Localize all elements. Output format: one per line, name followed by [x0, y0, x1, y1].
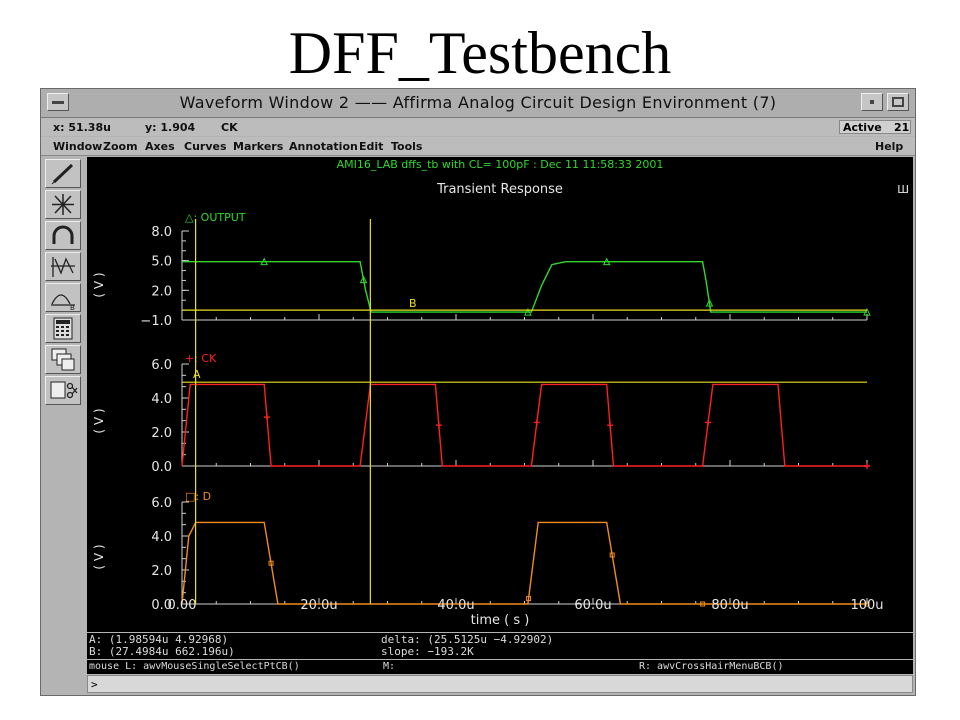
data-point-output	[602, 257, 611, 266]
series-line-output	[182, 260, 867, 313]
mouse-right-binding: R: awvCrossHairMenuBCB()	[639, 661, 784, 672]
y-tick-label-output: 8.0	[151, 225, 172, 240]
menu-tools[interactable]: Tools	[391, 140, 423, 153]
data-point-output	[524, 307, 532, 316]
data-point-ck	[263, 414, 270, 421]
y-axis-label-output: ( V )	[92, 272, 106, 297]
mouse-middle-binding: M:	[383, 661, 396, 672]
cursor-x-readout: x: 51.38u	[53, 121, 111, 134]
window-title: Waveform Window 2 —— Affirma Analog Circ…	[179, 93, 777, 112]
marker-b-label[interactable]: B	[409, 297, 417, 310]
y-tick-label-d: 0.0	[151, 598, 172, 613]
legend-d[interactable]: □: D	[185, 490, 211, 503]
data-point-ck	[435, 422, 442, 429]
y-tick-label-ck: 4.0	[151, 392, 172, 407]
svg-text:B: B	[70, 304, 75, 311]
menu-curves[interactable]: Curves	[184, 140, 227, 153]
strip-chart-icon[interactable]	[45, 252, 81, 281]
y-tick-label-ck: 0.0	[151, 460, 172, 475]
pencil-icon[interactable]	[45, 159, 81, 188]
menu-zoom[interactable]: Zoom	[103, 140, 138, 153]
y-tick-label-d: 2.0	[151, 564, 172, 579]
y-tick-label-ck: 6.0	[151, 358, 172, 373]
calculator-icon[interactable]	[45, 314, 81, 343]
data-point-output	[705, 298, 714, 307]
x-axis-label: time ( s )	[471, 613, 530, 628]
command-prompt: >	[91, 678, 98, 691]
maximize-button[interactable]	[887, 93, 909, 111]
menu-edit[interactable]: Edit	[359, 140, 384, 153]
data-point-output	[260, 257, 269, 266]
x-tick-label: 100u	[850, 598, 883, 613]
window-menu-button[interactable]	[47, 93, 69, 111]
data-point-output	[359, 275, 368, 284]
x-tick-label: 80.0u	[711, 598, 748, 613]
plot-subtitle: Transient Response	[436, 182, 563, 197]
minimize-button[interactable]	[861, 93, 883, 111]
data-point-ck	[533, 419, 540, 426]
y-tick-label-output: 5.0	[151, 255, 172, 270]
marker-a-label[interactable]: A	[193, 368, 201, 381]
data-point-d	[700, 601, 706, 607]
waveform-plot[interactable]: AMI16_LAB dffs_tb with CL= 100pF : Dec 1…	[87, 157, 913, 632]
series-line-d	[181, 521, 867, 605]
windows-icon[interactable]	[45, 345, 81, 374]
data-point-ck	[607, 422, 614, 429]
active-indicator: Active 21	[839, 120, 911, 134]
marker-a-readout: A: (1.98594u 4.92968)	[89, 633, 229, 646]
scissors-icon[interactable]	[45, 376, 81, 405]
x-tick-label: 0.00	[168, 598, 197, 613]
data-point-d	[864, 601, 870, 607]
data-point-output	[863, 307, 871, 316]
menu-help[interactable]: Help	[875, 140, 904, 153]
plot-corner-button[interactable]: Ш	[897, 183, 909, 196]
y-tick-label-output: 2.0	[151, 284, 172, 299]
mouse-left-binding: mouse L: awvMouseSingleSelectPtCB()	[89, 661, 300, 672]
data-point-ck	[864, 463, 870, 469]
crosshair-icon[interactable]	[45, 190, 81, 219]
x-tick-label: 60.0u	[574, 598, 611, 613]
status-bar: x: 51.38u y: 1.904 CK	[41, 118, 915, 136]
legend-output[interactable]: △: OUTPUT	[185, 211, 246, 224]
waveform-window: Waveform Window 2 —— Affirma Analog Circ…	[40, 88, 916, 696]
legend-ck[interactable]: +: CK	[185, 352, 217, 365]
current-signal-readout: CK	[221, 121, 238, 134]
data-point-d	[526, 596, 532, 602]
y-axis-label-ck: ( V )	[92, 408, 106, 433]
slide-title: DFF_Testbench	[288, 20, 672, 86]
magnet-icon[interactable]	[45, 221, 81, 250]
active-label: Active	[843, 121, 882, 134]
data-point-d	[609, 552, 615, 558]
waveform-plot-svg[interactable]: AMI16_LAB dffs_tb with CL= 100pF : Dec 1…	[87, 157, 913, 632]
y-tick-label-d: 6.0	[151, 496, 172, 511]
mouse-binding-bar: mouse L: awvMouseSingleSelectPtCB() M: R…	[87, 660, 913, 674]
y-tick-label-d: 4.0	[151, 530, 172, 545]
series-line-ck	[181, 383, 867, 467]
menu-bar: Window Zoom Axes Curves Markers Annotati…	[41, 137, 915, 156]
x-tick-label: 40.0u	[437, 598, 474, 613]
slope-readout: slope: −193.2K	[381, 645, 474, 658]
y-tick-label-ck: 2.0	[151, 426, 172, 441]
plot-header: AMI16_LAB dffs_tb with CL= 100pF : Dec 1…	[337, 158, 664, 171]
marker-info-panel: A: (1.98594u 4.92968) B: (27.4984u 662.1…	[87, 633, 913, 659]
menu-window[interactable]: Window	[53, 140, 103, 153]
data-point-d	[268, 560, 274, 566]
menu-markers[interactable]: Markers	[233, 140, 284, 153]
active-count: 21	[894, 121, 910, 134]
marker-b-readout: B: (27.4984u 662.196u)	[89, 645, 235, 658]
window-titlebar[interactable]: Waveform Window 2 —— Affirma Analog Circ…	[41, 89, 915, 118]
y-tick-label-output: −1.0	[140, 314, 172, 329]
menu-axes[interactable]: Axes	[145, 140, 175, 153]
y-axis-label-d: ( V )	[92, 544, 106, 569]
command-line-input[interactable]: >	[87, 675, 913, 693]
menu-annotation[interactable]: Annotation	[289, 140, 358, 153]
x-tick-label: 20.0u	[300, 598, 337, 613]
delta-readout: delta: (25.5125u −4.92902)	[381, 633, 554, 646]
data-point-ck	[705, 419, 712, 426]
cursor-y-readout: y: 1.904	[145, 121, 196, 134]
curve-b-icon[interactable]: B	[45, 283, 81, 312]
